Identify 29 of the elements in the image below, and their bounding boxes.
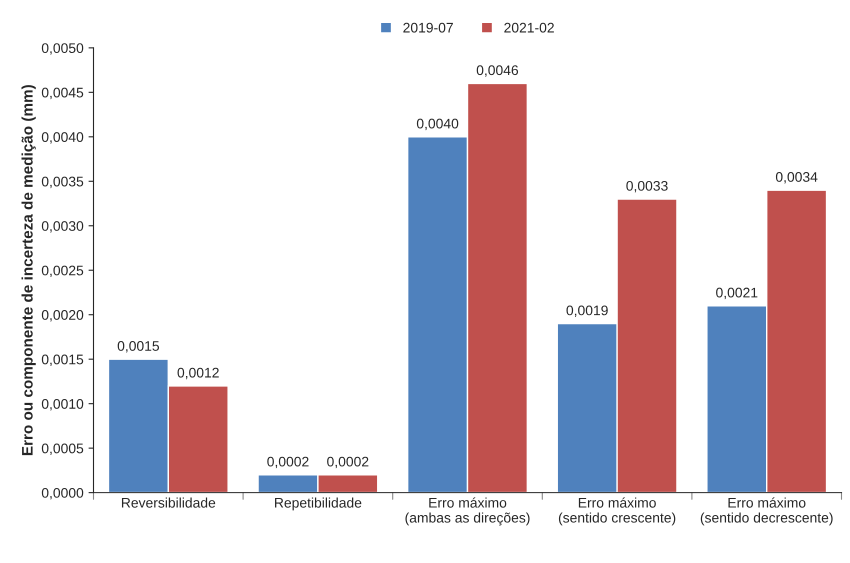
x-tick-label: Erro máximo (sentido crescente)	[558, 497, 676, 526]
y-tick-label: 0,0045	[42, 88, 84, 100]
legend-label: 2019-07	[403, 22, 453, 33]
y-tick-label: 0,0005	[42, 443, 84, 455]
data-label: 0,0012	[178, 368, 219, 380]
data-label: 0,0034	[776, 172, 818, 184]
y-tick-label: 0,0040	[42, 132, 84, 144]
data-label: 0,0040	[416, 118, 458, 130]
y-axis-title: Erro ou componente de incerteza de medição (mm)	[22, 85, 36, 456]
data-label: 0,0002	[267, 456, 309, 468]
x-tick-label: Erro máximo (ambas as direções)	[405, 497, 530, 526]
x-tick-label: Repetibilidade	[275, 497, 362, 510]
data-label: 0,0019	[566, 305, 608, 317]
y-tick-label: 0,0020	[42, 310, 84, 322]
data-label: 0,0033	[626, 180, 668, 192]
x-tick-label: Erro máximo (sentido decrescente)	[700, 497, 833, 526]
x-tick-label: Reversibilidade	[122, 497, 216, 508]
data-label: 0,0002	[327, 456, 368, 468]
y-tick-label: 0,0015	[42, 354, 84, 366]
y-tick-label: 0,0000	[42, 488, 84, 500]
data-label: 0,0015	[118, 341, 160, 353]
y-tick-label: 0,0035	[42, 176, 84, 188]
y-tick-label: 0,0025	[42, 266, 84, 278]
data-label: 0,0046	[476, 65, 518, 77]
y-tick-label: 0,0010	[42, 399, 84, 410]
legend-label: 2021-02	[504, 22, 554, 33]
y-tick-label: 0,0030	[42, 221, 84, 233]
y-tick-label: 0,0050	[42, 43, 84, 55]
data-label: 0,0021	[716, 288, 758, 300]
